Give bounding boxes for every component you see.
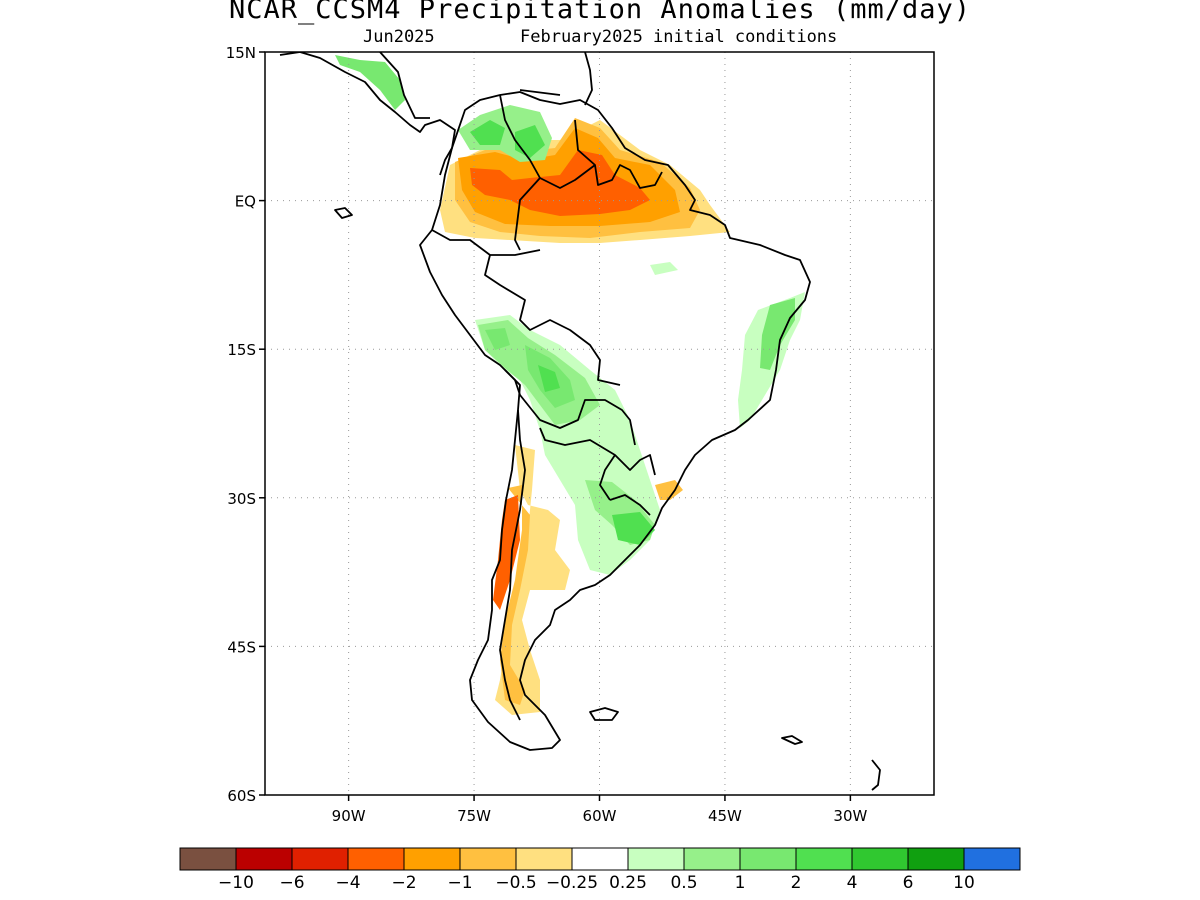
colorbar-swatch [627,847,685,871]
anomaly-wet-east-brazil-core [760,298,795,370]
anomaly-dry-strong-north [470,150,650,216]
anomaly-wet-uruguay-core [612,512,655,545]
colorbar-swatch [291,847,349,871]
colorbar-swatch [739,847,797,871]
colorbar: −10 −6 −4 −2 −1 −0.5 −0.25 0.25 0.5 1 2 4 6 10 [179,847,1021,893]
lat-tick-label: 15S [227,341,256,359]
colorbar-swatch [179,847,237,871]
subtitle-month: Jun2025 [363,27,435,47]
anomaly-wet-northwest-core [470,120,545,158]
lon-tick-label: 90W [332,807,366,825]
colorbar-label: −0.5 [495,873,536,893]
coast-caribbean-central-america [379,52,430,119]
lat-tick-label: 15N [226,44,256,62]
anomaly-shading [335,55,805,715]
coast-galapagos [334,207,353,219]
anomaly-wet-bolivia-peak [538,365,560,392]
coast-central-america [279,52,456,176]
anomaly-dry-chile-weak [495,445,570,715]
border-brazil-north [539,164,596,189]
anomaly-dry-south-brazil [655,480,683,500]
colorbar-label: −0.25 [546,873,598,893]
colorbar-label: 0.5 [670,873,697,893]
anomaly-wet-central-america [335,55,405,110]
colorbar-swatch [795,847,853,871]
colorbar-swatch [963,847,1021,871]
lat-tick-label: 30S [227,490,256,508]
colorbar-swatch [347,847,405,871]
coast-sandwich-islands [871,759,881,791]
coast-south-georgia [781,735,803,745]
lon-tick-label: 30W [833,807,867,825]
border-uruguay [609,494,651,516]
colorbar-label: 6 [903,873,914,893]
colorbar-label: 10 [953,873,975,893]
colorbar-label: 0.25 [609,873,647,893]
lat-tick-label: EQ [235,193,256,211]
latitude-axis: 15N EQ 15S 30S 45S 60S [226,44,265,805]
colorbar-label: −10 [218,873,254,893]
longitude-axis: 90W 75W 60W 45W 30W [332,795,868,825]
border-guianas [574,119,663,189]
coast-caribbean-islands [519,52,593,106]
border-brazil-uruguay [599,454,616,501]
anomaly-dry-chile-strong [493,495,520,610]
border-colombia-venezuela [499,94,541,251]
colorbar-swatch [235,847,293,871]
lon-tick-label: 75W [457,807,491,825]
border-peru-brazil [484,254,621,386]
anomaly-wet-amazon-spot [650,262,678,275]
colorbar-label: 4 [847,873,858,893]
colorbar-swatch [403,847,461,871]
colorbar-label: −6 [279,873,304,893]
coast-south-america [419,91,811,751]
map-title: NCAR_CCSM4 Precipitation Anomalies (mm/d… [229,0,971,25]
lat-tick-label: 60S [227,787,256,805]
coast-falklands [589,707,619,721]
coastlines [279,52,881,791]
colorbar-swatch [459,847,517,871]
colorbar-label: 2 [791,873,802,893]
lon-tick-label: 60W [583,807,617,825]
colorbar-swatch [683,847,741,871]
border-ecuador-peru [431,229,541,256]
colorbar-swatch [851,847,909,871]
border-bolivia [504,369,636,446]
lat-tick-label: 45S [227,638,256,656]
colorbar-label: 1 [735,873,746,893]
lon-tick-label: 45W [708,807,742,825]
subtitle-initial-conditions: February2025 initial conditions [520,27,838,47]
anomaly-dry-chile-light [500,485,530,705]
colorbar-label: −2 [391,873,416,893]
colorbar-swatch [515,847,573,871]
colorbar-swatch [907,847,965,871]
colorbar-swatch [571,847,629,871]
border-argentina-chile [499,409,526,721]
colorbar-label: −4 [335,873,360,893]
colorbar-label: −1 [447,873,472,893]
